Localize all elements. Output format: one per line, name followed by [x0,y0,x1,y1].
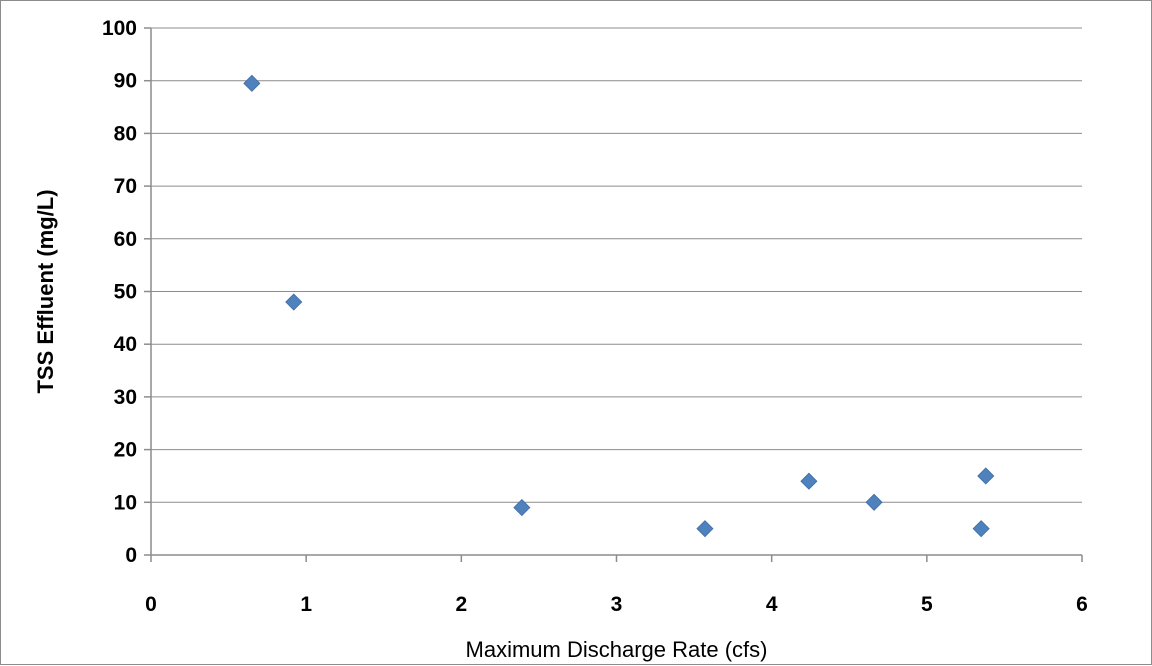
x-tick-label: 1 [300,593,312,616]
y-tick-label: 10 [114,491,137,514]
data-point [865,493,883,511]
y-axis-title: TSS Effluent (mg/L) [33,189,58,393]
data-point [696,520,714,538]
x-tick-label: 3 [611,593,623,616]
data-point [800,472,818,490]
y-tick-label: 100 [102,17,137,40]
x-tick-label: 5 [921,593,933,616]
x-tick-labels: 0 1 2 3 4 5 6 [145,593,1088,616]
data-point [972,520,990,538]
y-tick-label: 80 [114,122,137,145]
y-tick-label: 90 [114,70,137,93]
y-tick-label: 50 [114,281,137,304]
y-tick-label: 0 [125,544,137,567]
y-tick-label: 70 [114,175,137,198]
x-axis-title: Maximum Discharge Rate (cfs) [466,637,768,662]
data-point [285,293,303,311]
x-tick-label: 6 [1076,593,1088,616]
y-tick-label: 20 [114,439,137,462]
data-point [977,467,995,485]
data-point [243,74,261,92]
axes [144,27,1083,562]
x-tick-label: 0 [145,593,157,616]
y-tick-labels: 0 10 20 30 40 50 60 70 80 90 100 [102,17,137,567]
data-points [243,74,995,538]
y-tick-label: 60 [114,228,137,251]
data-point [513,499,531,517]
x-tick-label: 4 [766,593,778,616]
x-tick-label: 2 [455,593,467,616]
y-tick-label: 40 [114,333,137,356]
grid-lines [151,27,1082,503]
y-tick-label: 30 [114,386,137,409]
